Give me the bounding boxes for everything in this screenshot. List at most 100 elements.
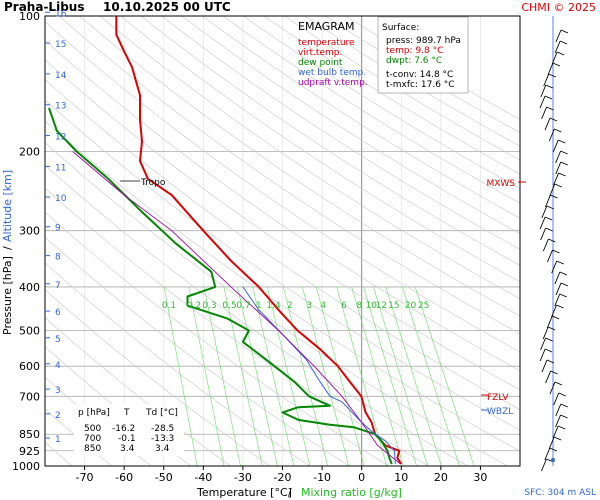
mixing-ratio-label: 8 xyxy=(356,301,362,311)
wind-barb xyxy=(542,238,549,252)
wind-barb xyxy=(554,271,561,285)
wind-barb-flag xyxy=(544,95,553,100)
mixing-ratio-label: 3 xyxy=(306,301,312,311)
dry-adiabat-line xyxy=(120,16,520,283)
altitude-tick-label: 10 xyxy=(55,194,67,204)
wind-barb-flag xyxy=(556,260,564,265)
wind-barb xyxy=(552,139,559,153)
pressure-axis-ticks: 100 200 300 400 500 600 700 850 925 1000 xyxy=(12,10,40,473)
mixing-ratio-line xyxy=(316,286,365,466)
wind-barb xyxy=(549,381,556,395)
altitude-tick-label: 9 xyxy=(55,224,61,234)
wind-barb xyxy=(553,172,560,186)
wind-barb xyxy=(542,326,549,340)
mixing-ratio-label: 2 xyxy=(287,301,293,311)
wind-barb-flag xyxy=(546,106,554,111)
wind-barb-flag xyxy=(549,447,557,452)
mixing-ratio-label: 15 xyxy=(388,301,399,311)
y-axis-title-2: Altitude [km] xyxy=(1,170,14,242)
mixing-ratio-label: 1 xyxy=(256,301,262,311)
dry-adiabat-line xyxy=(140,16,520,266)
altitude-tick-label: 2 xyxy=(55,411,61,421)
x-axis-ticks: -70 -60 -50 -40 -30 -20 -10 0 10 20 30 xyxy=(76,466,487,484)
wind-barb-flag xyxy=(560,150,568,155)
altitude-tick-label: 11 xyxy=(55,163,66,173)
dry-adiabat-line xyxy=(181,16,520,234)
wind-barb xyxy=(551,260,558,274)
wind-barb-flag xyxy=(552,62,561,67)
wind-barb-flag xyxy=(560,29,569,34)
wind-barb xyxy=(541,205,548,219)
level-table-cell: 500 xyxy=(84,424,101,434)
mixing-ratio-label: 0.5 xyxy=(222,301,236,311)
pressure-tick-label: 500 xyxy=(19,325,40,338)
datetime-title: 10.10.2025 00 UTC xyxy=(103,0,231,14)
mixing-ratio-line xyxy=(188,286,225,466)
wind-barb-flag xyxy=(550,370,558,375)
wind-barb-flag xyxy=(556,51,565,56)
annotations: Tropo MXWS FZLV WBZL SFC: 304 m ASL xyxy=(120,178,596,498)
wind-barb-flag xyxy=(545,337,553,342)
surface-line: press: 989.7 hPa xyxy=(386,36,461,46)
altitude-tick-label: 12 xyxy=(55,133,66,143)
level-table-header: Td [°C] xyxy=(145,408,178,418)
altitude-tick-label: 1 xyxy=(55,435,61,445)
wind-barb xyxy=(544,117,551,131)
mixing-ratio-label: 25 xyxy=(418,301,429,311)
x-tick-label: 30 xyxy=(473,471,487,484)
dry-adiabat-line xyxy=(161,16,520,250)
mixing-ratio-lines xyxy=(45,16,520,466)
mixing-ratio-label: 1.4 xyxy=(266,301,281,311)
dry-adiabat-line xyxy=(222,16,520,204)
wind-barb-flag xyxy=(560,403,568,408)
wind-barb-flag xyxy=(545,227,553,232)
wind-barb-flag xyxy=(558,392,566,397)
legend-item: temperature xyxy=(298,38,355,48)
surface-line: temp: 9.8 °C xyxy=(386,46,443,56)
mixing-ratio-label: 6 xyxy=(341,301,347,311)
mixing-ratio-line xyxy=(223,286,263,466)
mixing-ratio-line xyxy=(363,286,417,466)
level-table-bg xyxy=(74,404,184,456)
level-table-cell: 850 xyxy=(84,444,101,454)
x-tick-label: 10 xyxy=(394,471,408,484)
x-axis-slash: / xyxy=(288,486,292,499)
wind-barb-flag xyxy=(559,40,568,45)
x-tick-label: -10 xyxy=(313,471,331,484)
wind-barb xyxy=(544,447,551,461)
x-tick-label: 0 xyxy=(358,471,365,484)
wind-barb xyxy=(555,150,562,164)
mixing-ratio-label: 0.2 xyxy=(187,301,201,311)
level-table: p [hPa] T Td [°C] 500 -16.2 -28.5 700 -0… xyxy=(74,404,184,456)
wind-barb xyxy=(546,315,553,329)
altitude-tick-label: 7 xyxy=(55,281,61,291)
wind-barb xyxy=(541,359,548,373)
legend-item: wet bulb temp. xyxy=(298,68,366,78)
dry-adiabat-line xyxy=(45,236,350,466)
level-table-cell: -13.3 xyxy=(151,434,174,444)
pressure-tick-label: 300 xyxy=(19,225,40,238)
x-tick-label: -20 xyxy=(274,471,292,484)
wind-barb xyxy=(554,40,561,54)
level-table-cell: 3.4 xyxy=(155,444,170,454)
dry-adiabat-line xyxy=(45,408,112,466)
dry-adiabat-line xyxy=(45,289,271,466)
wind-barbs xyxy=(539,16,569,472)
legend-item: dew point xyxy=(298,58,343,68)
wind-barb xyxy=(540,84,547,98)
dry-adiabat-line xyxy=(99,16,520,300)
dry-adiabat-line xyxy=(45,317,231,466)
x-axis-title-2: Mixing ratio [g/kg] xyxy=(301,486,402,499)
wind-barb-flag xyxy=(552,249,560,254)
wind-barb-flag xyxy=(546,205,555,210)
mixing-ratio-label: 0.3 xyxy=(202,301,216,311)
mixing-ratio-line xyxy=(373,286,428,466)
wind-barb-flag xyxy=(560,161,568,166)
pressure-tick-label: 700 xyxy=(19,390,40,403)
wind-barb xyxy=(555,403,562,417)
surface-box xyxy=(377,16,469,94)
pressure-tick-label: 200 xyxy=(19,145,40,158)
wind-barb-flag xyxy=(548,73,556,78)
